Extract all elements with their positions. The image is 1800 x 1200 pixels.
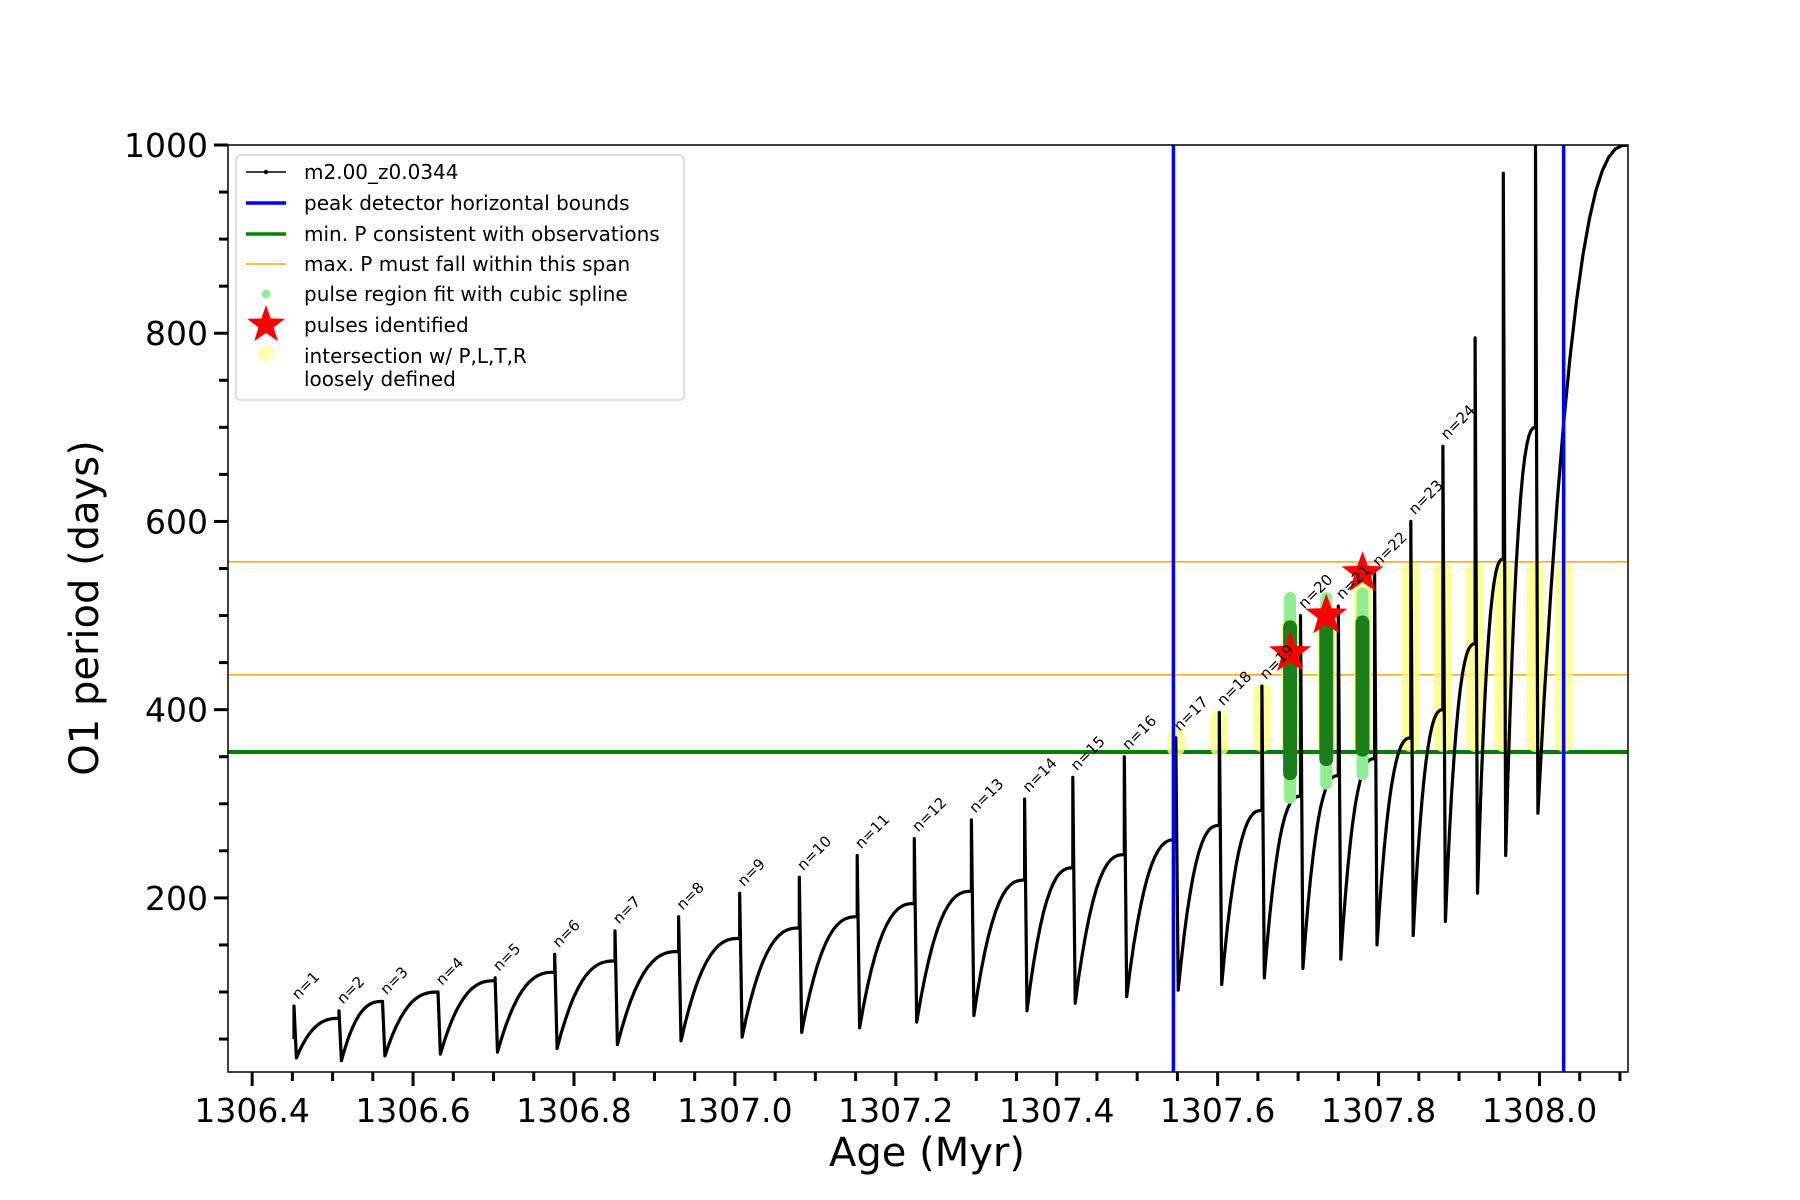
- pulse-star-2: [1341, 551, 1384, 591]
- pulse-star-1: [1305, 593, 1348, 634]
- x-tick-label-4: 1307.2: [838, 1091, 953, 1130]
- x-tick-label-3: 1307.0: [677, 1091, 792, 1130]
- intersection-region-9: [1494, 561, 1513, 753]
- legend-label2-6: loosely defined: [304, 367, 456, 391]
- legend-label-1: peak detector horizontal bounds: [304, 191, 630, 215]
- plot-area: [228, 145, 1628, 1072]
- y-tick-label-4: 1000: [124, 126, 208, 165]
- x-tick-label-7: 1307.8: [1321, 1091, 1436, 1130]
- horizontal-lines: [228, 561, 1628, 755]
- x-tick-label-0: 1306.4: [194, 1091, 309, 1130]
- y-tick-label-3: 800: [145, 314, 208, 353]
- legend-item-4: pulse region fit with cubic spline: [261, 282, 628, 306]
- spline-fit-dark-1: [1319, 620, 1334, 767]
- legend-item-3: max. P must fall within this span: [246, 252, 630, 276]
- legend-item-0: m2.00_z0.0344: [246, 160, 459, 184]
- legend-item-2: min. P consistent with observations: [246, 222, 660, 246]
- legend-marker-4: [261, 289, 271, 299]
- spline-fit-dark-2: [1355, 615, 1370, 757]
- y-tick-label-0: 200: [145, 879, 208, 918]
- x-tick-label-2: 1306.8: [516, 1091, 631, 1130]
- intersection-region-10: [1526, 561, 1545, 753]
- pulses-identified-stars: [1269, 551, 1384, 671]
- x-axis-title: Age (Myr): [829, 1130, 1025, 1176]
- legend-box: [235, 154, 685, 401]
- legend-label-2: min. P consistent with observations: [304, 222, 660, 246]
- legend-label-3: max. P must fall within this span: [304, 252, 630, 276]
- legend-item-5: pulses identified: [247, 305, 469, 342]
- curve-line: [292, 145, 1628, 1063]
- legend-label-6: intersection w/ P,L,T,R: [304, 344, 527, 368]
- x-tick-label-8: 1308.0: [1482, 1091, 1597, 1130]
- pulse-star-0: [1269, 631, 1311, 671]
- legend-marker-5: [247, 305, 285, 342]
- y-axis-ticks: 200 400 600 800 1000: [124, 126, 228, 1041]
- legend-item-1: peak detector horizontal bounds: [246, 191, 630, 215]
- y-tick-label-2: 600: [145, 502, 208, 541]
- legend-marker-dot-0: [263, 169, 269, 175]
- x-axis-ticks: 1306.4 1306.6 1306.8 1307.0 1307.2 1307.4 1307…: [194, 1072, 1622, 1130]
- legend-label-5: pulses identified: [304, 313, 469, 337]
- x-tick-label-1: 1306.6: [355, 1091, 470, 1130]
- x-tick-label-5: 1307.4: [999, 1091, 1114, 1130]
- legend-label-4: pulse region fit with cubic spline: [304, 282, 628, 306]
- y-tick-label-1: 400: [145, 691, 208, 730]
- legend-label-0: m2.00_z0.0344: [304, 160, 459, 184]
- x-tick-label-6: 1307.6: [1160, 1091, 1275, 1130]
- y-axis-title: O1 period (days): [62, 440, 108, 775]
- legend-marker-6: [258, 346, 274, 362]
- vertical-lines: [1171, 145, 1566, 1072]
- plot-frame: [227, 144, 1629, 1073]
- period-curve: [292, 145, 1628, 1063]
